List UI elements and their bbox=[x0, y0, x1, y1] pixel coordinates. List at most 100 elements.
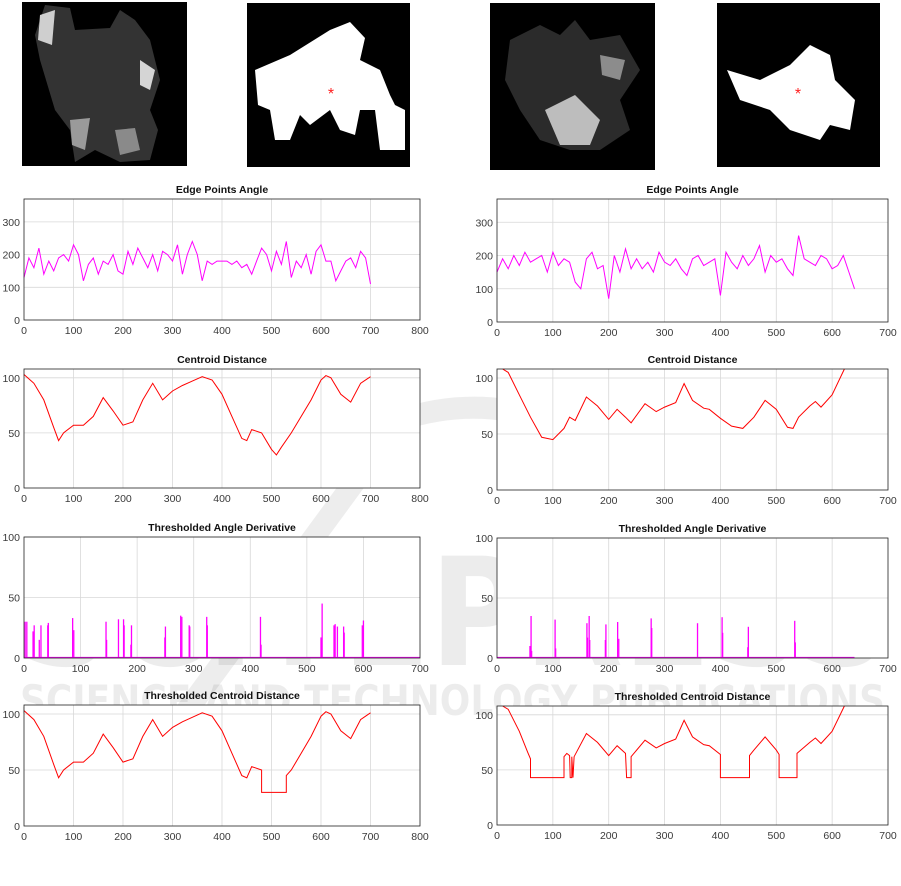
x-tick-label: 600 bbox=[312, 493, 330, 505]
y-tick-label: 50 bbox=[481, 429, 493, 441]
x-tick-label: 400 bbox=[213, 493, 231, 505]
y-tick-label: 0 bbox=[14, 821, 20, 833]
lesion-2-grayscale-image bbox=[490, 3, 655, 170]
x-tick-label: 800 bbox=[411, 831, 429, 843]
axes-frame bbox=[23, 368, 421, 489]
x-tick-label: 700 bbox=[362, 493, 380, 505]
y-tick-label: 100 bbox=[475, 533, 493, 545]
x-tick-label: 300 bbox=[656, 830, 674, 842]
data-line bbox=[23, 374, 371, 456]
x-tick-label: 500 bbox=[263, 325, 281, 337]
y-tick-label: 50 bbox=[8, 428, 20, 440]
x-tick-label: 500 bbox=[263, 831, 281, 843]
axes-frame bbox=[23, 198, 421, 321]
x-tick-label: 100 bbox=[544, 495, 562, 507]
y-tick-label: 100 bbox=[475, 284, 493, 296]
x-tick-label: 700 bbox=[879, 327, 897, 339]
axes-frame bbox=[496, 537, 889, 659]
y-tick-label: 0 bbox=[487, 485, 493, 497]
y-tick-label: 0 bbox=[14, 315, 20, 327]
x-tick-label: 500 bbox=[768, 495, 786, 507]
x-tick-label: 100 bbox=[544, 327, 562, 339]
chart-5: 0 100 200 300 400 500 600 700 0 50 100 Thresholded … bbox=[2, 522, 428, 675]
x-tick-label: 100 bbox=[72, 663, 90, 675]
y-tick-label: 50 bbox=[481, 593, 493, 605]
y-tick-label: 50 bbox=[481, 765, 493, 777]
y-tick-label: 0 bbox=[487, 820, 493, 832]
y-tick-label: 100 bbox=[2, 709, 20, 721]
x-tick-label: 500 bbox=[768, 663, 786, 675]
y-tick-label: 100 bbox=[2, 282, 20, 294]
x-tick-label: 0 bbox=[494, 327, 500, 339]
plot-area bbox=[497, 199, 888, 322]
lesion-1-grayscale-image bbox=[22, 2, 187, 166]
x-tick-label: 200 bbox=[114, 325, 132, 337]
x-tick-label: 400 bbox=[712, 327, 730, 339]
x-tick-label: 200 bbox=[114, 831, 132, 843]
chart-6: 0 100 200 300 400 500 600 700 0 50 100 Thresholded … bbox=[475, 523, 896, 675]
x-tick-label: 100 bbox=[544, 663, 562, 675]
y-tick-label: 0 bbox=[14, 653, 20, 665]
x-tick-label: 800 bbox=[411, 493, 429, 505]
x-tick-label: 500 bbox=[768, 830, 786, 842]
centroid-marker-icon: * bbox=[795, 86, 801, 103]
y-tick-label: 100 bbox=[2, 373, 20, 385]
y-tick-label: 100 bbox=[2, 532, 20, 544]
plot-area bbox=[497, 369, 888, 490]
x-tick-label: 200 bbox=[600, 495, 618, 507]
centroid-marker-icon: * bbox=[328, 86, 334, 103]
x-tick-label: 300 bbox=[185, 663, 203, 675]
chart-7: 0 100 200 300 400 500 600 700 800 0 50 100 Threshold… bbox=[2, 690, 428, 843]
chart-title: Thresholded Angle Derivative bbox=[619, 523, 767, 535]
x-tick-label: 0 bbox=[494, 663, 500, 675]
charts-container: 0 100 200 300 400 500 600 700 8000100200300Edge … bbox=[2, 184, 896, 843]
y-tick-label: 200 bbox=[2, 250, 20, 262]
x-tick-label: 200 bbox=[600, 327, 618, 339]
chart-title: Centroid Distance bbox=[648, 354, 738, 366]
x-tick-label: 400 bbox=[242, 663, 260, 675]
x-tick-label: 700 bbox=[879, 495, 897, 507]
y-tick-label: 300 bbox=[475, 217, 493, 229]
y-tick-label: 50 bbox=[8, 593, 20, 605]
x-tick-label: 800 bbox=[411, 325, 429, 337]
x-tick-label: 100 bbox=[65, 325, 83, 337]
x-tick-label: 600 bbox=[355, 663, 373, 675]
chart-title: Thresholded Centroid Distance bbox=[144, 690, 300, 702]
lesion-2-mask-image: * bbox=[717, 3, 880, 167]
x-tick-label: 700 bbox=[411, 663, 429, 675]
x-tick-label: 0 bbox=[21, 325, 27, 337]
chart-4: 0 100 200 300 400 500 600 700 0 50 100 Centroid Dis… bbox=[475, 354, 896, 507]
data-line bbox=[23, 710, 371, 793]
x-tick-label: 500 bbox=[263, 493, 281, 505]
chart-1: 0 100 200 300 400 500 600 700 800 0 100 200 300 Edge … bbox=[2, 184, 428, 337]
data-line bbox=[502, 368, 845, 441]
axes-frame bbox=[496, 705, 889, 826]
chart-title: Thresholded Angle Derivative bbox=[148, 522, 296, 534]
chart-title: Edge Points Angle bbox=[646, 184, 739, 196]
x-tick-label: 0 bbox=[494, 495, 500, 507]
x-tick-label: 200 bbox=[600, 663, 618, 675]
chart-title: Thresholded Centroid Distance bbox=[615, 691, 771, 703]
data-line bbox=[496, 235, 855, 299]
chart-2: 0 100 200 300 400 500 600 700 0 100 200 300 Edge Poi… bbox=[475, 184, 896, 339]
x-tick-label: 600 bbox=[312, 831, 330, 843]
x-tick-label: 300 bbox=[656, 327, 674, 339]
chart-8: 0 100 200 300 400 500 600 700 0 50 100 Thresholded … bbox=[475, 691, 896, 842]
x-tick-label: 400 bbox=[712, 663, 730, 675]
axes-frame bbox=[496, 198, 889, 323]
data-line bbox=[23, 240, 371, 285]
x-tick-label: 400 bbox=[712, 495, 730, 507]
y-tick-label: 50 bbox=[8, 765, 20, 777]
lesion-1-mask-image: * bbox=[247, 3, 410, 167]
x-tick-label: 300 bbox=[164, 493, 182, 505]
x-tick-label: 400 bbox=[213, 831, 231, 843]
x-tick-label: 200 bbox=[600, 830, 618, 842]
x-tick-label: 600 bbox=[823, 495, 841, 507]
chart-title: Centroid Distance bbox=[177, 354, 267, 366]
x-tick-label: 0 bbox=[494, 830, 500, 842]
x-tick-label: 400 bbox=[213, 325, 231, 337]
x-tick-label: 400 bbox=[712, 830, 730, 842]
x-tick-label: 700 bbox=[879, 830, 897, 842]
chart-title: Edge Points Angle bbox=[176, 184, 269, 196]
